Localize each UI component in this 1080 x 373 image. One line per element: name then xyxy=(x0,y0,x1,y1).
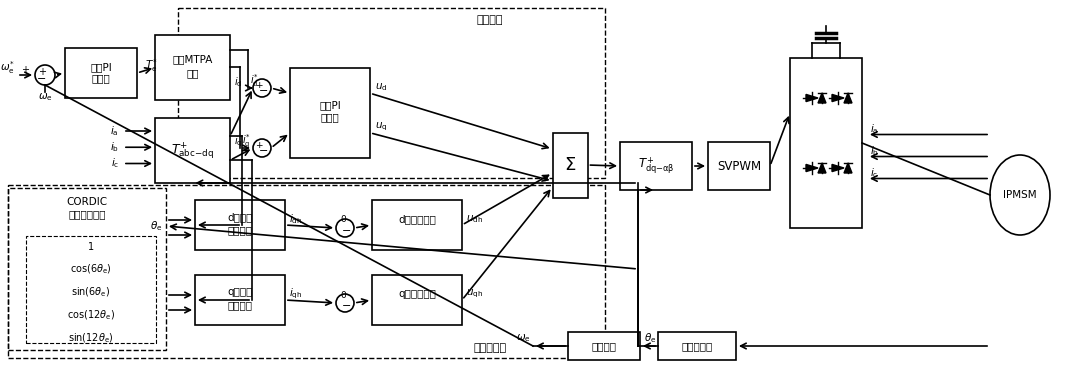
Bar xyxy=(156,118,230,183)
Polygon shape xyxy=(818,93,826,103)
Text: 0: 0 xyxy=(340,291,346,300)
Text: 谐波提取: 谐波提取 xyxy=(228,225,253,235)
Text: $\omega_{\rm e}^{*}$: $\omega_{\rm e}^{*}$ xyxy=(0,60,14,76)
Bar xyxy=(568,332,640,360)
Text: $\cos(12\theta_{\rm e})$: $\cos(12\theta_{\rm e})$ xyxy=(67,308,114,322)
Text: $\Sigma$: $\Sigma$ xyxy=(564,156,576,174)
Text: $i_{\rm qh}$: $i_{\rm qh}$ xyxy=(289,287,302,301)
Text: +: + xyxy=(255,141,262,150)
Ellipse shape xyxy=(990,155,1050,235)
Bar xyxy=(789,58,862,228)
Text: 主电流环: 主电流环 xyxy=(476,15,503,25)
Text: q轴电压补偿: q轴电压补偿 xyxy=(399,289,436,299)
Text: −: − xyxy=(38,74,46,84)
Bar xyxy=(553,132,588,197)
Text: 算法: 算法 xyxy=(186,69,199,78)
Text: $i_{\rm d}$: $i_{\rm d}$ xyxy=(234,75,242,89)
Text: $i_{\rm b}$: $i_{\rm b}$ xyxy=(110,140,119,154)
Text: SVPWM: SVPWM xyxy=(717,160,761,172)
Text: q轴电流: q轴电流 xyxy=(227,287,253,297)
Text: 控制器: 控制器 xyxy=(92,73,110,83)
Text: +: + xyxy=(255,81,262,90)
Text: IPMSM: IPMSM xyxy=(1003,190,1037,200)
Text: $i_{\rm a}$: $i_{\rm a}$ xyxy=(110,124,119,138)
Circle shape xyxy=(253,79,271,97)
Text: −: − xyxy=(259,86,269,96)
Circle shape xyxy=(336,219,354,237)
Polygon shape xyxy=(832,164,843,172)
Polygon shape xyxy=(806,94,818,101)
Bar xyxy=(8,188,166,350)
Bar xyxy=(195,200,285,250)
Text: $u_{\rm q}$: $u_{\rm q}$ xyxy=(375,120,388,133)
Bar xyxy=(195,275,285,325)
Text: 控制器: 控制器 xyxy=(321,112,339,122)
Text: $1$: $1$ xyxy=(87,240,95,252)
Bar xyxy=(708,142,770,190)
Bar xyxy=(26,236,156,343)
Polygon shape xyxy=(832,94,843,101)
Text: −: − xyxy=(259,146,269,156)
Text: $\sin(12\theta_{\rm e})$: $\sin(12\theta_{\rm e})$ xyxy=(68,331,113,345)
Text: 谐波电流环: 谐波电流环 xyxy=(473,343,507,353)
Text: $i_{\rm dh}$: $i_{\rm dh}$ xyxy=(289,212,302,226)
Text: d轴电压补偿: d轴电压补偿 xyxy=(399,214,436,224)
Circle shape xyxy=(253,139,271,157)
Text: −: − xyxy=(342,226,352,236)
Text: +: + xyxy=(38,67,46,77)
Text: $T_{\rm abc\mathrm{-}dq}^{+}$: $T_{\rm abc\mathrm{-}dq}^{+}$ xyxy=(171,140,214,161)
Bar xyxy=(372,200,462,250)
Bar xyxy=(658,332,735,360)
Text: $u_{\rm dh}$: $u_{\rm dh}$ xyxy=(465,213,483,225)
Text: 速度PI: 速度PI xyxy=(90,62,112,72)
Text: 正余弦发生器: 正余弦发生器 xyxy=(68,209,106,219)
Polygon shape xyxy=(806,164,818,172)
Text: $\theta_{\rm e}$: $\theta_{\rm e}$ xyxy=(150,219,162,233)
Text: $i_{\rm d}^{*}$: $i_{\rm d}^{*}$ xyxy=(249,73,258,90)
Text: 旋转变压器: 旋转变压器 xyxy=(681,341,713,351)
Text: $i_{\rm b}$: $i_{\rm b}$ xyxy=(870,145,879,159)
Text: +: + xyxy=(21,65,29,75)
Text: 转矩MTPA: 转矩MTPA xyxy=(173,54,213,65)
Text: 谐波提取: 谐波提取 xyxy=(228,300,253,310)
Polygon shape xyxy=(818,163,826,173)
Bar xyxy=(372,275,462,325)
Text: $i_{\rm q}$: $i_{\rm q}$ xyxy=(234,135,242,149)
Text: $\cos(6\theta_{\rm e})$: $\cos(6\theta_{\rm e})$ xyxy=(70,262,112,276)
Text: 0: 0 xyxy=(340,216,346,225)
Text: d轴电流: d轴电流 xyxy=(227,212,253,222)
Text: $i_{\rm c}$: $i_{\rm c}$ xyxy=(870,167,878,181)
Text: 速度计算: 速度计算 xyxy=(592,341,617,351)
Bar xyxy=(156,35,230,100)
Text: $i_{\rm a}$: $i_{\rm a}$ xyxy=(870,123,879,137)
Text: $\sin(6\theta_{\rm e})$: $\sin(6\theta_{\rm e})$ xyxy=(71,285,110,299)
Text: $T_{\rm e}^{*}$: $T_{\rm e}^{*}$ xyxy=(145,57,158,74)
Bar xyxy=(65,48,137,98)
Circle shape xyxy=(336,294,354,312)
Text: $\omega_{\rm e}$: $\omega_{\rm e}$ xyxy=(38,91,52,103)
Polygon shape xyxy=(843,163,852,173)
Text: $i_{\rm q}^{*}$: $i_{\rm q}^{*}$ xyxy=(242,132,251,150)
Circle shape xyxy=(35,65,55,85)
Text: $u_{\rm qh}$: $u_{\rm qh}$ xyxy=(465,288,483,300)
Text: −: − xyxy=(342,301,352,311)
Text: CORDIC: CORDIC xyxy=(67,197,108,207)
Text: 电流PI: 电流PI xyxy=(319,100,341,110)
Bar xyxy=(620,142,692,190)
Text: $\omega_{\rm e}$: $\omega_{\rm e}$ xyxy=(515,332,530,344)
Polygon shape xyxy=(843,93,852,103)
Text: $i_{\rm c}$: $i_{\rm c}$ xyxy=(110,157,119,170)
Bar xyxy=(291,68,370,158)
Text: $T_{\rm dq\mathrm{-}\alpha\beta}^{+}$: $T_{\rm dq\mathrm{-}\alpha\beta}^{+}$ xyxy=(637,156,674,176)
Text: $u_{\rm d}$: $u_{\rm d}$ xyxy=(375,81,388,93)
Text: $\theta_{\rm e}$: $\theta_{\rm e}$ xyxy=(644,331,657,345)
